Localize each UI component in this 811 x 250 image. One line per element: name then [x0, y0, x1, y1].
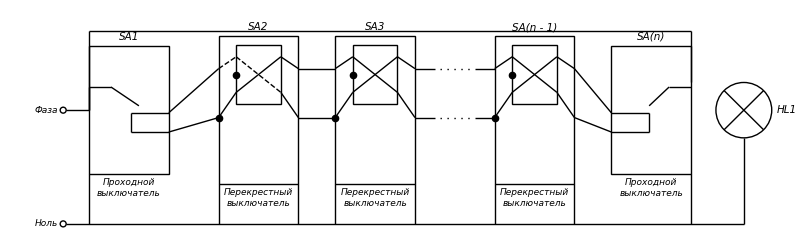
Text: Перекрестный
выключатель: Перекрестный выключатель: [341, 188, 410, 208]
Text: Фаза: Фаза: [35, 106, 58, 115]
Text: SA2: SA2: [248, 22, 268, 32]
Bar: [236, 45, 281, 104]
Text: SA(n): SA(n): [637, 32, 665, 42]
Text: HL1: HL1: [777, 105, 797, 115]
Bar: [611, 46, 691, 174]
Bar: [353, 45, 397, 104]
Bar: [495, 36, 574, 184]
Bar: [219, 36, 298, 184]
Text: Проходной
выключатель: Проходной выключатель: [97, 178, 161, 198]
Text: Перекрестный
выключатель: Перекрестный выключатель: [500, 188, 569, 208]
Bar: [513, 45, 557, 104]
Text: Перекрестный
выключатель: Перекрестный выключатель: [224, 188, 293, 208]
Text: SA(n - 1): SA(n - 1): [512, 22, 557, 32]
Bar: [89, 46, 169, 174]
Text: Ноль: Ноль: [35, 220, 58, 228]
Text: Проходной
выключатель: Проходной выключатель: [620, 178, 683, 198]
Text: SA1: SA1: [118, 32, 139, 42]
Bar: [335, 36, 415, 184]
Text: SA3: SA3: [365, 22, 385, 32]
